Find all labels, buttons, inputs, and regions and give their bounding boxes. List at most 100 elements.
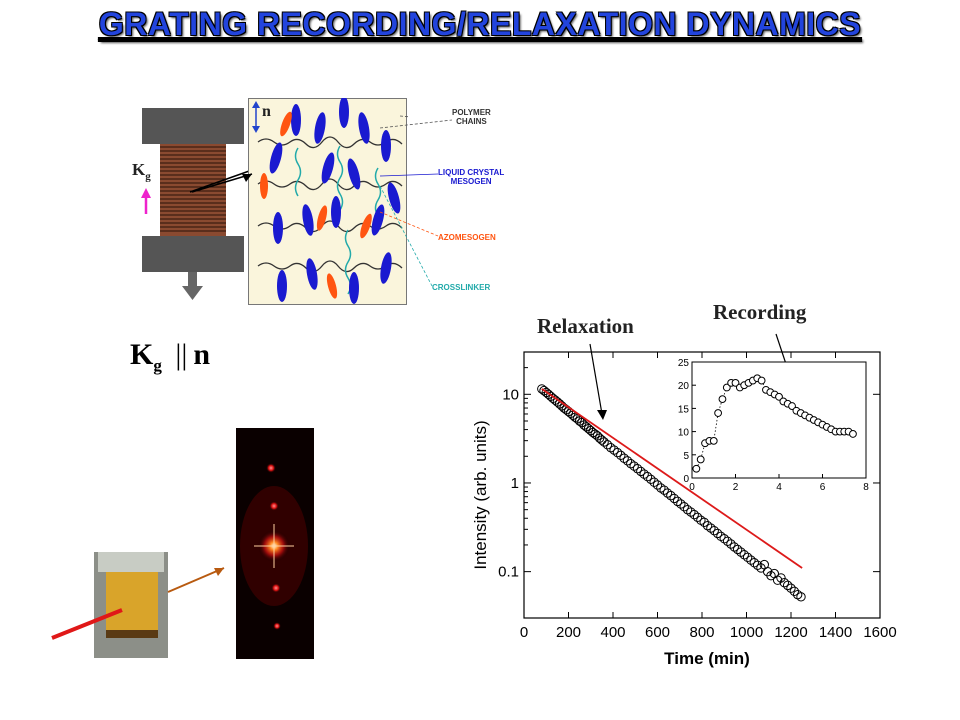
inset-y-tick-label: 15 — [678, 404, 690, 415]
y-tick-label: 1 — [511, 475, 519, 492]
data-point — [672, 496, 683, 507]
fit-line — [541, 388, 803, 569]
data-point — [736, 547, 746, 557]
data-point — [796, 592, 806, 602]
x-tick-label: 200 — [556, 624, 581, 641]
data-point — [669, 493, 679, 504]
x-axis-label: Time (min) — [664, 649, 750, 668]
diffraction-pattern-image — [236, 428, 314, 659]
data-point — [682, 504, 693, 515]
data-point — [752, 560, 763, 570]
slide-title: GRATING RECORDING/RELAXATION DYNAMICS — [98, 6, 862, 42]
relaxation-label: Relaxation — [537, 314, 634, 338]
data-point — [656, 483, 666, 493]
x-tick-label: 600 — [645, 624, 670, 641]
x-tick-label: 1400 — [819, 624, 852, 641]
data-point — [702, 520, 713, 531]
inset-x-tick-label: 0 — [689, 482, 695, 493]
data-point — [746, 555, 756, 565]
diffracted-beam — [167, 567, 225, 593]
data-point — [639, 469, 649, 479]
inset-y-tick-label: 10 — [678, 428, 690, 439]
y-tick-label: 0.1 — [498, 564, 519, 581]
data-point — [659, 485, 669, 495]
data-point — [742, 552, 753, 563]
legend-azomesogen: AZOMESOGEN — [438, 233, 496, 242]
data-point — [699, 517, 709, 528]
pointer-arrow-icon — [191, 173, 253, 193]
inset-frame — [691, 361, 867, 479]
data-point — [642, 471, 653, 482]
x-tick-label: 400 — [600, 624, 625, 641]
top-clamp — [142, 108, 244, 144]
inset-data-point — [692, 464, 701, 473]
data-point — [622, 456, 633, 466]
y-axis-label: Intensity (arb. units) — [471, 420, 490, 569]
data-point — [619, 453, 629, 463]
inset-data-point — [757, 376, 766, 385]
data-point — [779, 578, 790, 588]
inset-x-tick-label: 4 — [776, 482, 782, 493]
data-point — [749, 558, 759, 568]
data-point — [739, 550, 749, 560]
data-point — [612, 447, 623, 458]
inset-x-tick-label: 2 — [733, 482, 739, 493]
inset-data-point — [849, 430, 857, 438]
data-point — [616, 450, 626, 461]
relaxation-chart: 0 200 400 600 800 1000 1200 1400 16000.1110Time … — [471, 351, 897, 668]
inset-data-point — [731, 378, 740, 387]
data-point — [676, 499, 686, 509]
data-point — [629, 461, 639, 471]
data-point — [776, 573, 786, 583]
data-point — [606, 442, 616, 453]
data-point — [716, 531, 726, 542]
data-point — [666, 490, 676, 501]
data-point — [602, 440, 613, 450]
recording-label: Recording — [713, 300, 807, 324]
legend-polymer-chains: POLYMER CHAINS — [452, 108, 491, 126]
laser-beam-in — [51, 608, 123, 640]
data-point — [652, 480, 663, 490]
inset-y-tick-label: 5 — [683, 451, 689, 462]
inset-data-point — [696, 455, 705, 464]
sample-film — [106, 572, 158, 636]
data-point — [722, 536, 733, 546]
grating-sample-diagram — [141, 108, 253, 300]
data-point — [646, 474, 656, 485]
data-point — [626, 458, 636, 469]
y-tick-label: 10 — [502, 386, 519, 403]
data-point — [706, 523, 716, 533]
inset-x-tick-label: 6 — [820, 482, 826, 493]
n-label: n — [262, 103, 271, 120]
kg-label: Kg — [132, 160, 151, 183]
data-point — [662, 488, 673, 498]
data-point — [679, 501, 689, 512]
data-point — [609, 445, 619, 455]
inset-x-tick-label: 8 — [863, 482, 869, 493]
bottom-clamp — [142, 236, 244, 272]
inset-data-point — [709, 436, 718, 445]
kg-parallel-n-relation: Kg || n — [130, 338, 211, 375]
data-point — [719, 534, 729, 544]
data-point — [732, 544, 743, 555]
inset-y-tick-label: 25 — [678, 358, 690, 369]
data-point — [789, 586, 800, 597]
legend-liquid-crystal: LIQUID CRYSTAL MESOGEN — [438, 168, 505, 186]
x-tick-label: 800 — [689, 624, 714, 641]
data-point — [689, 509, 699, 520]
data-point — [599, 437, 609, 447]
down-arrow-icon — [182, 286, 203, 300]
inset-data-point — [788, 402, 796, 410]
molecular-structure-diagram — [248, 98, 408, 305]
x-tick-label: 1000 — [730, 624, 763, 641]
inset-y-tick-label: 0 — [683, 474, 689, 485]
data-point — [726, 539, 736, 549]
data-point — [597, 435, 607, 445]
sample-photo — [51, 552, 225, 658]
inset-y-tick-label: 20 — [678, 381, 690, 392]
x-tick-label: 1600 — [863, 624, 896, 641]
legend-crosslinker: CROSSLINKER — [432, 283, 491, 292]
x-tick-label: 1200 — [774, 624, 807, 641]
data-point — [786, 583, 796, 593]
data-point — [649, 477, 659, 487]
